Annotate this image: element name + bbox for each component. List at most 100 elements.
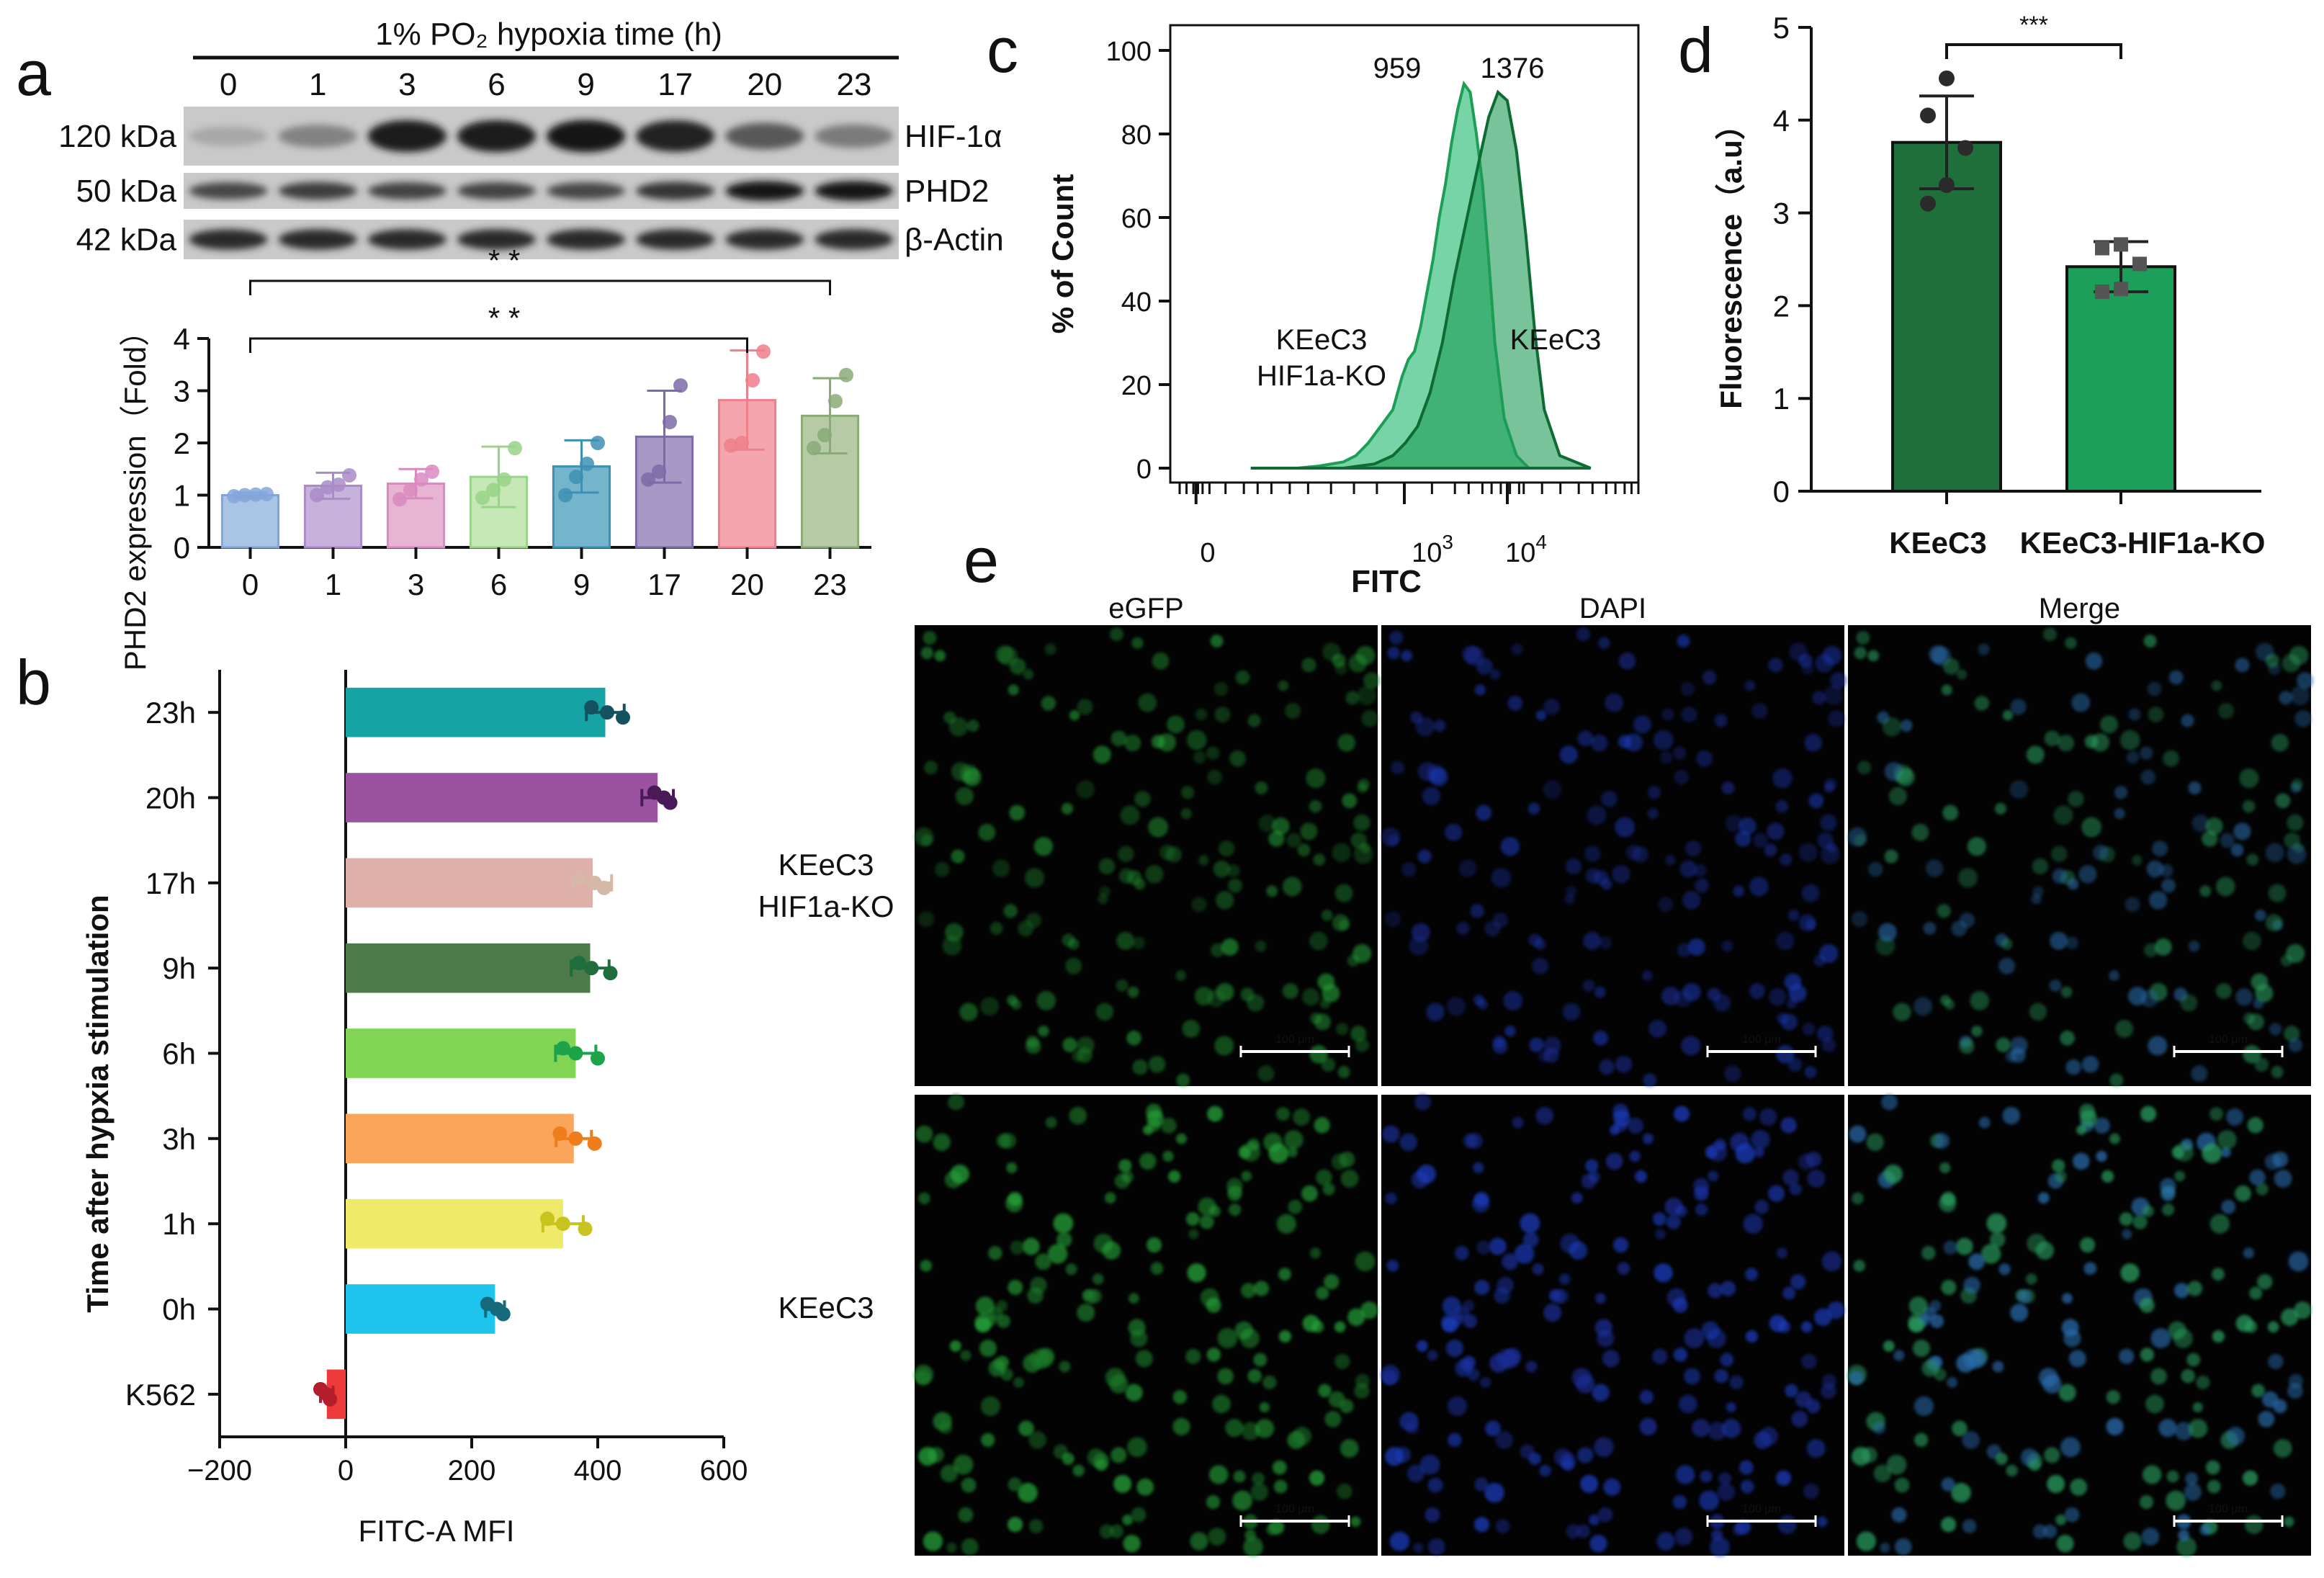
- cell: [1744, 680, 1756, 691]
- cell: [1708, 1170, 1719, 1182]
- cell: [1391, 761, 1405, 775]
- cell: [2209, 1214, 2230, 1234]
- cell: [1502, 1253, 1519, 1270]
- cell: [1512, 1116, 1524, 1129]
- cell: [1994, 802, 2007, 815]
- data-point: [552, 1126, 567, 1141]
- cell: [1599, 936, 1612, 949]
- cell: [1718, 1472, 1732, 1486]
- cell: [1877, 923, 1897, 942]
- cell: [1300, 822, 1318, 840]
- cell: [2064, 1507, 2080, 1523]
- blot-band: [367, 229, 447, 250]
- cell: [1708, 1422, 1727, 1440]
- cell: [2060, 1437, 2081, 1458]
- cell: [1535, 1106, 1554, 1125]
- cell: [1543, 780, 1562, 799]
- cell: [1358, 779, 1370, 791]
- cell: [1759, 1108, 1777, 1126]
- cell: [2269, 1023, 2282, 1036]
- cell: [1550, 1288, 1565, 1304]
- cell: [1721, 781, 1735, 795]
- tick-label-y: 20: [1121, 371, 1152, 401]
- cell: [1221, 938, 1239, 956]
- cell: [1854, 646, 1867, 660]
- cell: [2071, 693, 2091, 712]
- cell: [1514, 1244, 1535, 1264]
- cell: [1278, 1330, 1292, 1343]
- data-point: [735, 436, 749, 450]
- cell: [1098, 894, 1108, 905]
- data-point: [320, 480, 335, 495]
- cell: [1247, 1368, 1262, 1384]
- cell: [1998, 1263, 2011, 1276]
- cell: [1342, 793, 1358, 809]
- cell: [1309, 1247, 1321, 1259]
- cell: [2268, 1353, 2284, 1369]
- cell: [1485, 1420, 1501, 1437]
- cell: [1476, 804, 1492, 821]
- data-point: [641, 472, 655, 487]
- cell: [1206, 1297, 1221, 1313]
- cell: [1743, 1214, 1763, 1234]
- cell: [2211, 680, 2222, 691]
- cell: [1162, 1150, 1174, 1162]
- axis-label-y: % of Count: [1046, 174, 1080, 334]
- cell: [1417, 1165, 1436, 1184]
- tick-label-x: 0: [338, 1455, 354, 1487]
- cell: [2001, 938, 2013, 950]
- cell: [1532, 957, 1549, 974]
- cell: [2067, 878, 2079, 890]
- cell: [2215, 982, 2232, 999]
- blot-band: [546, 120, 626, 153]
- cell: [1817, 1026, 1834, 1042]
- cell: [2154, 938, 2172, 956]
- bar-6h: [346, 1028, 576, 1078]
- cell: [1883, 1165, 1903, 1184]
- cell: [1113, 1474, 1132, 1493]
- bar-3h: [346, 1113, 574, 1164]
- cell: [1206, 1348, 1221, 1362]
- cell: [1185, 1348, 1201, 1364]
- cell: [1768, 658, 1783, 673]
- micrograph-grid: eGFP DAPI Merge 100 μm 100 μm 100 μm 100 μm 100…: [913, 593, 2314, 1557]
- bar-KEeC3: [1891, 140, 2002, 493]
- cell: [1615, 817, 1636, 838]
- cell: [2191, 815, 2209, 833]
- cell: [1594, 986, 1606, 998]
- cell: [1466, 1133, 1483, 1149]
- cell: [915, 1370, 930, 1386]
- data-point: [600, 705, 615, 720]
- cell: [2081, 817, 2102, 838]
- cell: [1455, 1360, 1472, 1377]
- cell: [1008, 1279, 1023, 1296]
- data-point: [558, 488, 573, 503]
- cell: [1143, 1124, 1154, 1135]
- cell: [2273, 1439, 2292, 1458]
- data-point: [497, 472, 511, 487]
- cell: [1558, 1273, 1571, 1285]
- cell: [2037, 1192, 2050, 1204]
- cell: [1923, 921, 1937, 935]
- cell: [2143, 635, 2157, 648]
- cell: [959, 1003, 978, 1021]
- micrograph-dapi-2: 100 μm: [1380, 1093, 1845, 1557]
- significance-bracket: [1945, 43, 2122, 59]
- blot-band: [457, 120, 537, 153]
- data-point: [1920, 107, 1936, 124]
- cell: [1772, 768, 1793, 789]
- cell: [1419, 1454, 1440, 1475]
- cell: [1856, 1531, 1877, 1551]
- cell: [1160, 1117, 1177, 1134]
- cell: [2119, 1212, 2133, 1227]
- cell: [1613, 1110, 1630, 1128]
- cell: [1215, 891, 1234, 910]
- cell: [2140, 989, 2158, 1008]
- cell: [924, 761, 938, 775]
- cell: [1334, 1321, 1346, 1333]
- cell: [1665, 855, 1676, 866]
- micrograph-egfp-1: 100 μm: [914, 625, 1381, 1088]
- cell: [1700, 1470, 1713, 1483]
- cell: [1387, 646, 1400, 660]
- cell: [2217, 1130, 2237, 1149]
